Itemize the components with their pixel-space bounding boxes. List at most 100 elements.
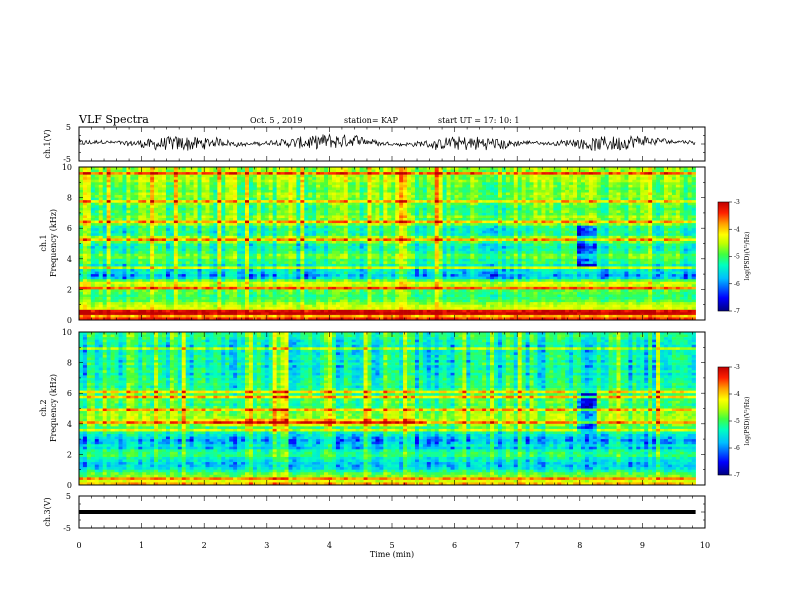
spectrogram-cell — [347, 266, 353, 270]
spectrogram-cell — [110, 304, 115, 308]
spectrogram-cell — [90, 207, 96, 211]
spectrogram-cell — [122, 307, 127, 311]
spectrogram-cell — [264, 179, 270, 183]
spectrogram-cell — [241, 269, 246, 272]
spectrogram-cell — [292, 271, 297, 275]
spectrogram-cell — [312, 210, 317, 214]
spectrogram-cell — [213, 258, 218, 262]
spectrogram-cell — [272, 192, 277, 196]
spectrogram-cell — [79, 256, 84, 260]
spectrogram-cell — [248, 174, 254, 178]
spectrogram-cell — [142, 302, 147, 305]
spectrogram-cell — [233, 263, 238, 267]
spectrogram-cell — [248, 218, 254, 221]
spectrogram-cell — [335, 243, 341, 247]
spectrogram-cell — [197, 187, 202, 191]
spectrogram-cell — [351, 169, 356, 173]
spectrogram-cell — [308, 302, 313, 305]
spectrogram-cell — [217, 307, 222, 311]
spectrogram-cell — [221, 251, 226, 254]
spectrogram-cell — [169, 179, 175, 183]
spectrogram-cell — [217, 302, 222, 305]
spectrogram-cell — [79, 251, 84, 254]
spectrogram-cell — [177, 174, 183, 178]
spectrogram-cell — [221, 169, 226, 173]
spectrogram-cell — [304, 228, 309, 232]
spectrogram-cell — [126, 261, 131, 265]
spectrogram-cell — [98, 182, 104, 186]
spectrogram-cell — [189, 304, 194, 308]
spectrogram-cell — [150, 304, 155, 308]
spectrogram-cell — [260, 195, 266, 198]
spectrogram-cell — [304, 220, 309, 224]
ch1-ylabel: ch.1(V) — [43, 129, 52, 158]
spectrogram-cell — [375, 284, 380, 288]
spectrogram-cell — [197, 207, 202, 211]
spectrogram-cell — [320, 212, 325, 216]
spectrogram-cell — [169, 218, 175, 221]
spectrogram-cell — [122, 266, 127, 270]
spectrogram-cell — [122, 281, 127, 285]
spectrogram-cell — [324, 225, 329, 229]
spectrogram-cell — [169, 289, 175, 293]
spectrogram-cell — [347, 210, 353, 214]
spectrogram-cell — [130, 174, 135, 178]
spectrogram-cell — [118, 218, 123, 221]
spectrogram-cell — [324, 218, 329, 221]
spectrogram-cell — [316, 302, 321, 305]
spectrogram-cell — [213, 205, 218, 209]
spectrogram-cell — [225, 179, 230, 183]
spectrogram-cell — [217, 271, 222, 275]
spectrogram-cell — [300, 225, 305, 229]
spectrogram-cell — [233, 210, 238, 214]
spectrogram-cell — [256, 197, 262, 201]
spectrogram-cell — [355, 314, 360, 318]
spectrogram-cell — [355, 243, 360, 247]
spectrogram-cell — [114, 281, 119, 285]
spectrogram-cell — [79, 269, 84, 272]
spectrogram-cell — [98, 258, 104, 262]
spectrogram-cell — [347, 271, 353, 275]
spectrogram-cell — [229, 240, 234, 244]
spectrogram-cell — [379, 261, 384, 265]
spectrogram-cell — [110, 289, 115, 293]
spectrogram-cell — [165, 179, 171, 183]
spectrogram-cell — [110, 218, 115, 221]
spectrogram-cell — [106, 309, 111, 313]
spectrogram-cell — [173, 302, 179, 305]
spectrogram-cell — [142, 228, 147, 232]
spectrogram-cell — [371, 195, 376, 198]
spectrogram-cell — [375, 261, 380, 265]
spectrogram-cell — [328, 240, 333, 244]
spectrogram-cell — [98, 220, 104, 224]
spectrogram-cell — [90, 248, 96, 252]
spectrogram-cell — [189, 269, 194, 272]
spectrogram-cell — [229, 192, 234, 196]
spectrogram-cell — [126, 230, 131, 234]
spectrogram-cell — [79, 235, 84, 239]
spectrogram-cell — [158, 246, 163, 249]
spectrogram-cell — [79, 304, 84, 308]
spectrogram-cell — [118, 248, 123, 252]
spectrogram-cell — [391, 269, 396, 272]
spectrogram-cell — [82, 281, 88, 285]
spectrogram-cell — [130, 215, 135, 219]
spectrogram-cell — [316, 317, 321, 321]
spectrogram-cell — [375, 279, 380, 283]
spectrogram-cell — [241, 197, 246, 201]
spectrogram-cell — [276, 286, 281, 290]
spectrogram-cell — [300, 205, 305, 209]
spectrogram-cell — [150, 189, 155, 193]
spectrogram-cell — [130, 307, 135, 311]
spectrogram-cell — [138, 189, 143, 193]
spectrogram-cell — [205, 218, 210, 221]
spectrogram-cell — [189, 174, 194, 178]
spectrogram-cell — [367, 291, 372, 295]
spectrogram-cell — [312, 228, 317, 232]
spectrogram-cell — [177, 240, 183, 244]
spectrogram-cell — [320, 314, 325, 318]
spectrogram-cell — [82, 205, 88, 209]
spectrogram-cell — [359, 228, 364, 232]
spectrogram-cell — [221, 269, 226, 272]
spectrogram-cell — [387, 243, 392, 247]
